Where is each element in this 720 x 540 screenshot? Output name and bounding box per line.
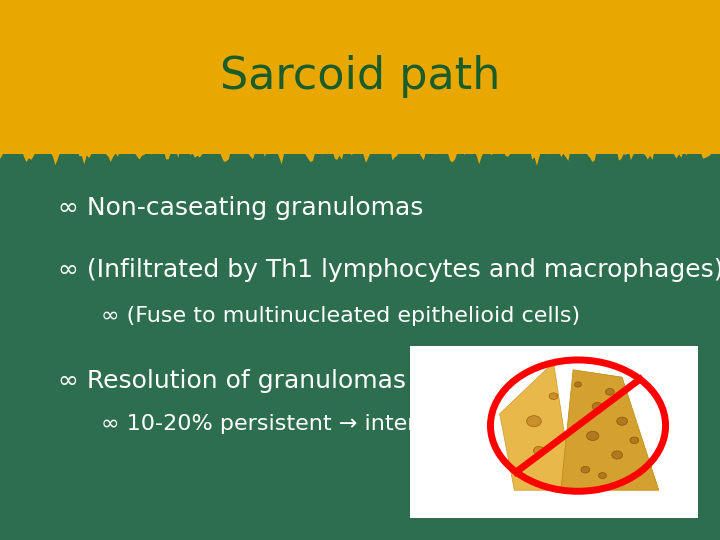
Circle shape	[598, 472, 606, 478]
Text: ∞ Resolution of granulomas: ∞ Resolution of granulomas	[58, 369, 405, 393]
Circle shape	[617, 417, 627, 425]
Circle shape	[575, 382, 582, 387]
Bar	[410, 346, 698, 518]
Polygon shape	[0, 0, 720, 166]
Circle shape	[630, 437, 639, 443]
Text: ∞ 10-20% persistent → interstitial fibrosis: ∞ 10-20% persistent → interstitial fibro…	[101, 414, 565, 434]
Text: ∞ (Infiltrated by Th1 lymphocytes and macrophages): ∞ (Infiltrated by Th1 lymphocytes and ma…	[58, 258, 720, 282]
Bar	[0, 0, 720, 154]
Circle shape	[593, 402, 603, 410]
Circle shape	[612, 451, 623, 459]
Polygon shape	[500, 362, 573, 490]
Circle shape	[534, 447, 544, 455]
Circle shape	[581, 467, 590, 473]
Circle shape	[587, 431, 599, 441]
Text: Sarcoid path: Sarcoid path	[220, 56, 500, 98]
Text: ∞ (Fuse to multinucleated epithelioid cells): ∞ (Fuse to multinucleated epithelioid ce…	[101, 306, 580, 326]
Circle shape	[549, 393, 558, 400]
Polygon shape	[561, 370, 659, 490]
Circle shape	[526, 416, 541, 427]
Circle shape	[606, 388, 614, 395]
Text: ∞ Non-caseating granulomas: ∞ Non-caseating granulomas	[58, 196, 423, 220]
